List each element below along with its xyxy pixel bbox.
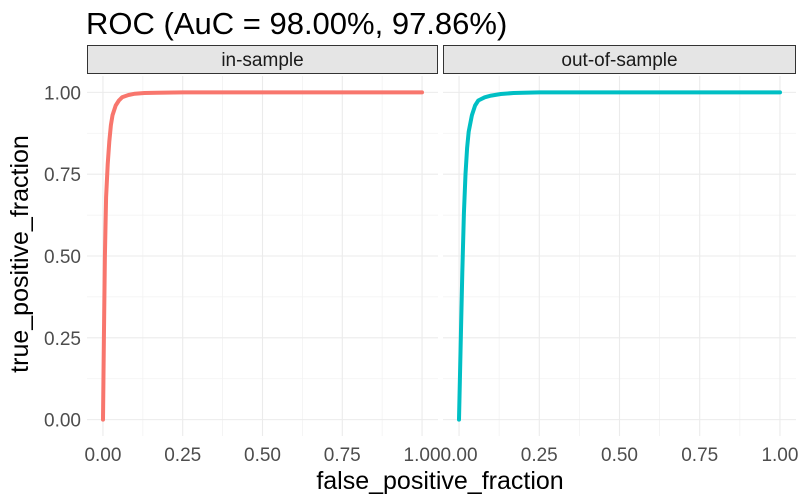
facet-strip: [443, 45, 796, 74]
x-tick-label: 1.00: [761, 445, 798, 466]
facet-strip-label: out-of-sample: [561, 50, 677, 71]
roc-curve-out-of-sample: [457, 90, 782, 422]
x-axis-title: false_positive_fraction: [316, 467, 563, 495]
x-tick-label: 0.75: [324, 445, 361, 466]
x-tick-label: 0.00: [441, 445, 478, 466]
x-tick-label: 0.50: [244, 445, 281, 466]
facet-strip-label: in-sample: [221, 50, 303, 71]
roc-curve-in-sample: [101, 90, 424, 422]
grid-layer: [87, 76, 796, 436]
y-tick-label: 0.75: [44, 165, 81, 186]
tick-labels: 0.00 0.25 0.50 0.75 1.00 0.00 0.25 0.50 0.75 1.00…: [44, 83, 798, 466]
x-tick-label: 0.75: [681, 445, 718, 466]
x-tick-label: 0.50: [601, 445, 638, 466]
facet-strips: in-sample out-of-sample: [87, 45, 796, 74]
x-tick-label: 0.25: [164, 445, 201, 466]
roc-lines: [101, 90, 782, 422]
x-tick-label: 0.00: [84, 445, 121, 466]
facet-strip: [87, 45, 438, 74]
y-tick-label: 0.25: [44, 329, 81, 350]
x-tick-label: 1.00: [404, 445, 441, 466]
x-tick-label: 0.25: [521, 445, 558, 466]
chart-title: ROC (AuC = 98.00%, 97.86%): [86, 6, 507, 41]
y-tick-label: 0.00: [44, 411, 81, 432]
y-tick-label: 0.50: [44, 247, 81, 268]
y-tick-label: 1.00: [44, 83, 81, 104]
y-axis-title: true_positive_fraction: [6, 135, 34, 373]
